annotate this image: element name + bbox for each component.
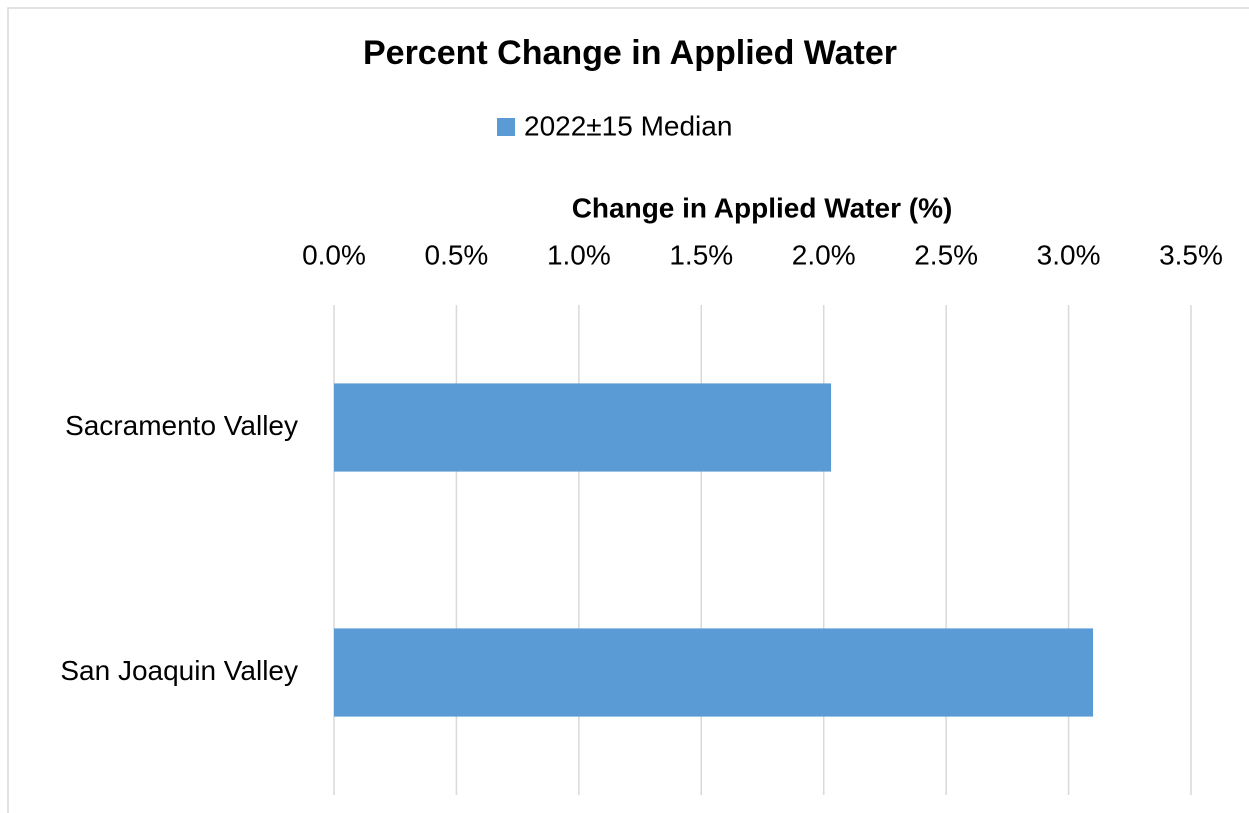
chart-title: Percent Change in Applied Water: [363, 34, 897, 72]
x-tick-label: 3.5%: [1159, 239, 1223, 270]
x-tick-label: 3.0%: [1037, 239, 1101, 270]
bar: [334, 383, 832, 472]
x-tick-label: 2.0%: [792, 239, 856, 270]
chart-frame: [7, 7, 1249, 813]
x-tick-label: 0.5%: [425, 239, 489, 270]
x-tick-label: 2.5%: [914, 239, 978, 270]
legend-swatch: [497, 118, 515, 136]
y-tick-label: San Joaquin Valley: [60, 655, 298, 686]
x-tick-label: 0.0%: [302, 239, 366, 270]
axis-title: Change in Applied Water (%): [572, 192, 953, 223]
bar: [334, 628, 1094, 717]
y-tick-label: Sacramento Valley: [65, 410, 298, 441]
x-tick-label: 1.0%: [547, 239, 611, 270]
legend-label: 2022±15 Median: [524, 110, 732, 141]
x-tick-label: 1.5%: [669, 239, 733, 270]
